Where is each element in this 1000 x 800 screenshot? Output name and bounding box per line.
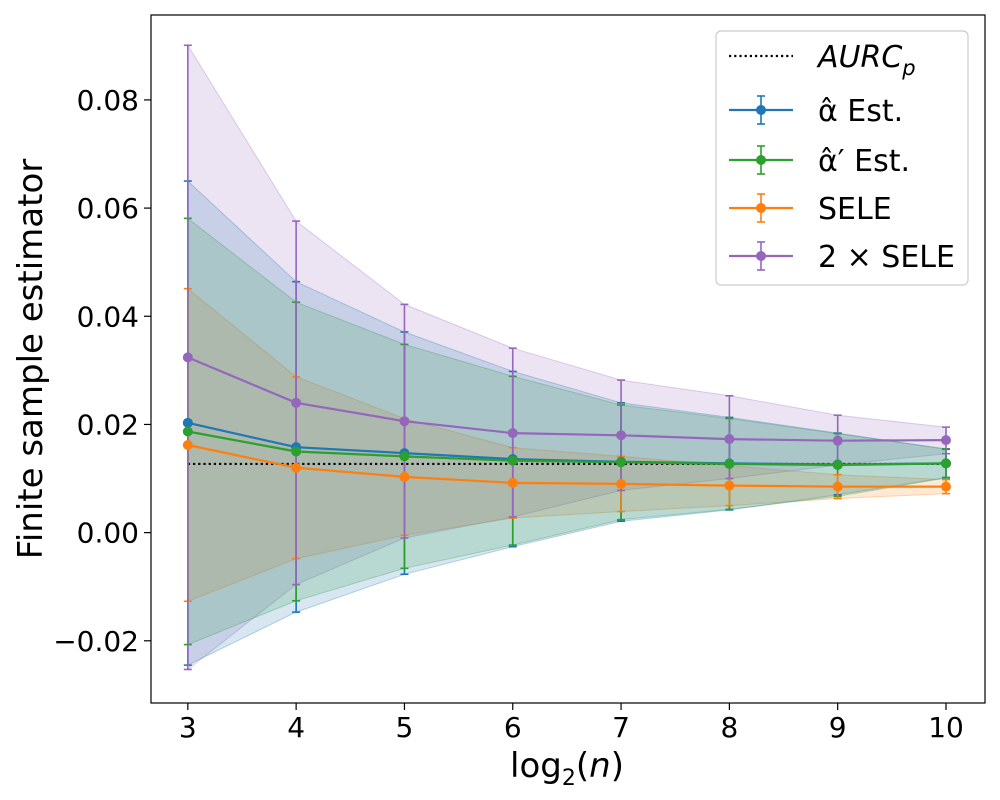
series-point-2-6 <box>832 481 843 492</box>
series-line-3 <box>187 356 947 442</box>
y-axis-label: Finite sample estimator <box>11 159 51 560</box>
series-point-3-4 <box>616 430 627 441</box>
series-point-1-1 <box>291 446 302 457</box>
x-tick-label-5: 8 <box>720 711 738 744</box>
series-point-3-5 <box>724 434 735 445</box>
x-axis-label: log2(n) <box>510 746 624 791</box>
x-tick-label-7: 10 <box>928 711 964 744</box>
y-axis-ticks: −0.02 0.00 0.02 0.04 0.06 0.08 <box>53 84 151 658</box>
series-point-1-0 <box>182 426 193 437</box>
legend-label-0: α̂ Est. <box>818 94 903 129</box>
series-point-3-0 <box>182 352 193 363</box>
legend-label-reference: AURCp <box>816 40 916 80</box>
legend-label-reference-subscript: p <box>901 56 915 80</box>
series-point-3-6 <box>832 435 843 446</box>
series-point-3-2 <box>399 416 410 427</box>
legend-marker-point-1 <box>756 155 766 165</box>
series-point-1-4 <box>616 457 627 468</box>
legend-entries: AURCp α̂ Est. α̂′ Est. SELE 2 × SELE <box>729 40 955 275</box>
x-tick-label-1: 4 <box>287 711 305 744</box>
series-point-2-7 <box>941 481 952 492</box>
y-tick-label-4: 0.06 <box>77 192 139 225</box>
series-point-3-3 <box>507 428 518 439</box>
x-axis-label-variable: n <box>589 746 611 786</box>
series-point-3-7 <box>941 435 952 446</box>
x-tick-label-0: 3 <box>179 711 197 744</box>
series-point-0-0 <box>182 417 193 428</box>
y-tick-label-2: 0.02 <box>77 408 139 441</box>
y-tick-label-0: −0.02 <box>53 625 139 658</box>
plot-area-frame <box>150 14 986 704</box>
series-point-2-2 <box>399 471 410 482</box>
legend-marker-point-2 <box>756 203 766 213</box>
series-point-3-1 <box>291 397 302 408</box>
x-tick-label-2: 5 <box>396 711 414 744</box>
legend-label-2: SELE <box>818 192 892 227</box>
x-tick-label-3: 6 <box>504 711 522 744</box>
series-point-1-5 <box>724 458 735 469</box>
legend-label-reference-name: AURC <box>816 40 902 75</box>
x-tick-label-4: 7 <box>612 711 630 744</box>
series-point-2-5 <box>724 480 735 491</box>
legend-marker-point-0 <box>756 105 766 115</box>
series-points <box>182 352 952 492</box>
series-lines <box>187 356 947 488</box>
series-point-2-1 <box>291 462 302 473</box>
legend-marker-point-3 <box>756 251 766 261</box>
series-point-2-4 <box>616 478 627 489</box>
series-point-1-6 <box>832 460 843 471</box>
legend-label-1: α̂′ Est. <box>818 144 910 179</box>
x-axis-label-subscript: 2 <box>562 766 576 791</box>
series-point-1-2 <box>399 451 410 462</box>
series-point-2-0 <box>182 440 193 450</box>
series-point-2-3 <box>507 477 518 488</box>
legend-box <box>715 30 969 286</box>
legend-label-3: 2 × SELE <box>818 240 955 275</box>
series-line-1 <box>187 430 947 467</box>
x-axis-ticks: 3 4 5 6 7 8 9 10 <box>179 703 964 744</box>
legend: AURCp α̂ Est. α̂′ Est. SELE 2 × SELE <box>715 30 969 286</box>
series-point-1-3 <box>507 455 518 466</box>
y-tick-label-1: 0.00 <box>77 517 139 550</box>
series-line-2 <box>187 443 946 488</box>
y-tick-label-5: 0.08 <box>77 84 139 117</box>
series-point-1-7 <box>941 458 952 469</box>
y-tick-label-3: 0.04 <box>77 300 139 333</box>
x-tick-label-6: 9 <box>829 711 847 744</box>
